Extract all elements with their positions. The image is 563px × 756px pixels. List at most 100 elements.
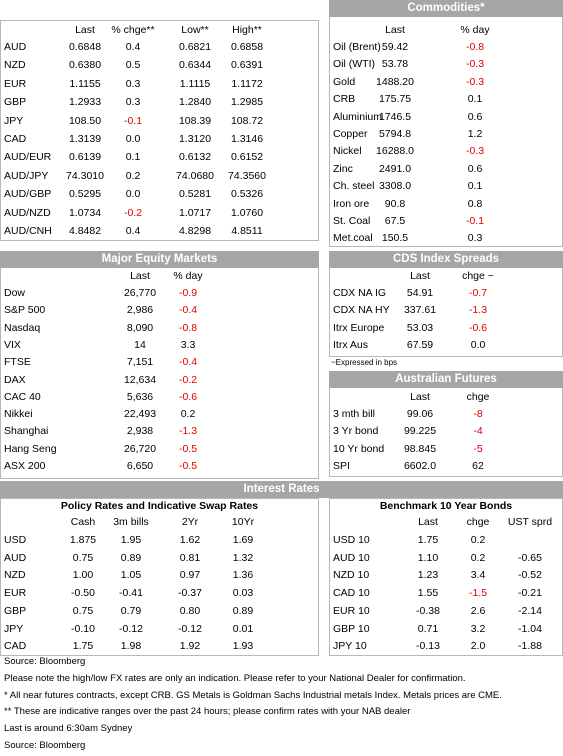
row-label: AUD/JPY: [4, 169, 49, 182]
cell: 5,636: [126, 390, 154, 403]
row-label: St. Coal: [333, 215, 371, 227]
cell: -0.38: [416, 604, 440, 617]
cell: 99.225: [403, 425, 437, 438]
cell: 2491.0: [378, 162, 412, 175]
cell: 3.4: [470, 569, 486, 582]
column-header: UST sprd: [507, 516, 553, 528]
cell: 1.2840: [178, 96, 212, 109]
cell: 1.3146: [230, 133, 264, 145]
commodities-title: Commodities*: [329, 0, 563, 17]
row-label: AUD/NZD: [4, 206, 51, 219]
cell: -4: [473, 425, 483, 438]
row-label: Copper: [333, 128, 368, 140]
cell: 1746.5: [378, 110, 412, 123]
cell: 0.01: [232, 622, 254, 635]
cell: 0.75: [72, 551, 94, 564]
cell: 1.05: [120, 569, 142, 582]
cell: 150.5: [381, 232, 409, 245]
cell: -0.9: [178, 287, 198, 299]
cell: 12,634: [123, 373, 157, 386]
cell: 0.6152: [230, 151, 264, 164]
column-header: Last: [418, 516, 438, 528]
cell: 1.10: [417, 551, 439, 564]
cell: -0.8: [178, 321, 198, 334]
cell: 1.55: [417, 587, 439, 600]
column-header: 3m bills: [113, 516, 149, 528]
column-header: chge ~: [462, 270, 494, 282]
cell: 0.3: [467, 232, 483, 245]
row-label: Zinc: [333, 162, 353, 175]
cell: 99.06: [406, 408, 434, 420]
cell: 1.32: [232, 551, 254, 564]
row-label: Itrx Aus: [333, 338, 369, 351]
row-label: EUR 10: [333, 604, 370, 617]
cell: 2.6: [470, 604, 486, 617]
column-header: % day: [173, 270, 203, 282]
cell: 2,986: [126, 304, 154, 317]
cell: 0.0: [470, 338, 486, 351]
futures-title: Australian Futures: [329, 371, 563, 388]
footnote: Source: Bloomberg: [4, 740, 86, 751]
row-label: Iron ore: [333, 197, 370, 210]
cell: -0.65: [518, 551, 542, 564]
cell: -0.3: [465, 145, 485, 158]
cell: 98.845: [403, 442, 437, 455]
cell: 74.0680: [176, 169, 214, 182]
cell: 1.875: [69, 534, 97, 546]
row-label: Oil (WTI): [333, 58, 375, 71]
cds-note: ~Expressed in bps: [331, 358, 398, 367]
row-label: 10 Yr bond: [333, 442, 385, 455]
cell: 0.0: [125, 188, 141, 201]
cell: 90.8: [384, 197, 406, 210]
cell: 3308.0: [378, 180, 412, 193]
cell: -0.52: [518, 569, 542, 582]
cell: 0.1: [467, 93, 483, 106]
cell: 16288.0: [376, 145, 414, 158]
cell: 108.72: [230, 114, 264, 127]
cell: 0.71: [417, 622, 439, 635]
row-label: AUD: [4, 551, 27, 564]
cell: -0.13: [416, 640, 440, 653]
column-header: Last: [385, 24, 405, 36]
cell: 1488.20: [376, 75, 414, 88]
footnote: Source: Bloomberg: [4, 656, 86, 667]
cell: -1.3: [178, 425, 198, 438]
row-label: USD 10: [333, 534, 370, 546]
cell: -0.2: [178, 373, 198, 386]
row-label: NZD 10: [333, 569, 370, 582]
cell: 1.98: [120, 640, 142, 653]
row-label: JPY 10: [333, 640, 367, 653]
cell: -0.6: [468, 321, 488, 334]
cell: 0.6848: [68, 41, 102, 53]
cell: 1.95: [120, 534, 142, 546]
cell: 0.6344: [178, 59, 212, 72]
row-label: JPY: [4, 114, 24, 127]
cell: 74.3010: [66, 169, 104, 182]
cell: 14: [134, 338, 146, 351]
cell: -0.1: [123, 114, 143, 127]
cell: 108.39: [178, 114, 212, 127]
row-label: Gold: [333, 75, 356, 88]
column-header: Low**: [181, 24, 209, 36]
cell: -0.50: [71, 587, 95, 600]
cell: -0.4: [178, 356, 198, 369]
column-header: Last: [410, 391, 430, 403]
row-label: CAD: [4, 133, 27, 145]
cell: 1.62: [179, 534, 201, 546]
row-label: Shanghai: [4, 425, 49, 438]
cell: 0.2: [180, 408, 196, 421]
cell: 0.6380: [68, 59, 102, 72]
cell: -0.2: [123, 206, 143, 219]
cell: -1.3: [468, 304, 488, 317]
cell: 0.3: [125, 77, 141, 90]
footnote: Please note the high/low FX rates are on…: [4, 672, 466, 684]
cell: 1.1172: [231, 77, 263, 90]
row-label: VIX: [4, 338, 21, 351]
cell: -0.41: [119, 587, 143, 600]
cell: 1.0717: [178, 206, 212, 219]
cell: 1.1115: [179, 77, 211, 90]
cell: 26,720: [123, 442, 157, 455]
cell: 1.2985: [230, 96, 264, 109]
cell: 0.81: [179, 551, 201, 564]
cell: 0.80: [179, 604, 201, 617]
